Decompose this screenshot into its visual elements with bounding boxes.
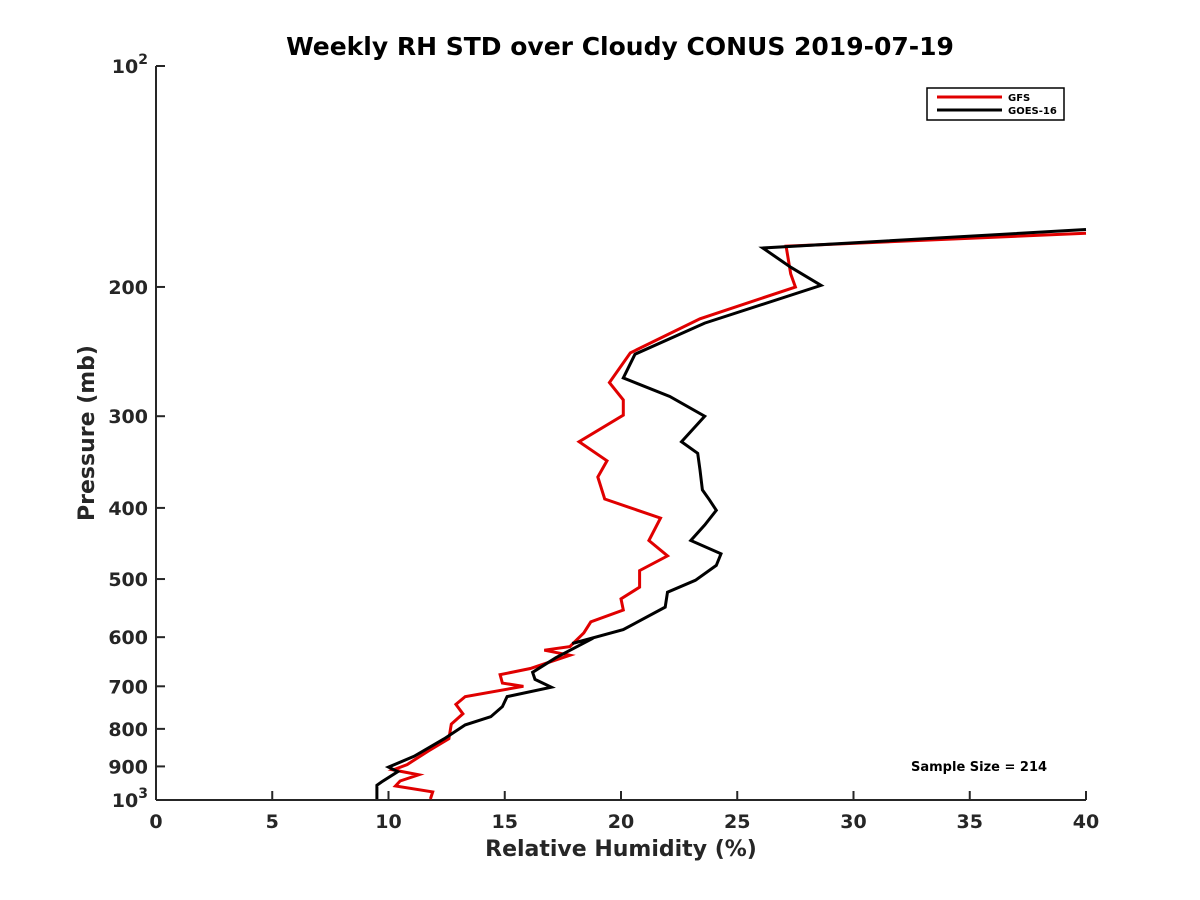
series-line-gfs — [387, 231, 1087, 800]
x-axis-ticks: 0 5 10 15 20 25 30 35 40 — [149, 791, 1099, 833]
x-axis-label: Relative Humidity (%) — [485, 837, 757, 862]
sample-size-annotation: Sample Size = 214 — [911, 760, 1047, 775]
legend-label-gfs: GFS — [1008, 93, 1030, 104]
y-tick-label: 900 — [108, 756, 148, 778]
y-tick-label-base: 10 — [112, 790, 138, 812]
x-tick-label: 0 — [149, 811, 162, 833]
y-tick-label-exponent: 2 — [138, 52, 148, 68]
y-tick-label: 400 — [108, 498, 148, 520]
y-tick-label-base: 700 — [108, 676, 148, 698]
y-tick-label-base: 900 — [108, 756, 148, 778]
y-tick-label: 103 — [112, 786, 148, 812]
x-tick-label: 40 — [1073, 811, 1099, 833]
y-tick-label: 500 — [108, 569, 148, 591]
series-line-goes16 — [375, 228, 1087, 799]
chart-title: Weekly RH STD over Cloudy CONUS 2019-07-… — [286, 32, 954, 61]
x-tick-label: 35 — [957, 811, 983, 833]
y-tick-label: 300 — [108, 406, 148, 428]
y-tick-label-base: 500 — [108, 569, 148, 591]
legend-box — [926, 87, 1065, 121]
y-tick-label-base: 10 — [112, 56, 138, 78]
y-axis-label: Pressure (mb) — [75, 345, 100, 521]
y-tick-label: 102 — [112, 52, 148, 78]
x-tick-label: 30 — [840, 811, 866, 833]
x-tick-label: 10 — [375, 811, 401, 833]
series-group — [375, 228, 1087, 800]
legend-label-goes16: GOES-16 — [1008, 106, 1057, 117]
y-tick-label: 200 — [108, 277, 148, 299]
y-tick-label-base: 300 — [108, 406, 148, 428]
legend: GFS GOES-16 — [926, 87, 1065, 121]
x-tick-label: 15 — [492, 811, 518, 833]
y-tick-label-base: 200 — [108, 277, 148, 299]
y-tick-label: 600 — [108, 627, 148, 649]
x-tick-label: 25 — [724, 811, 750, 833]
y-tick-label-base: 800 — [108, 719, 148, 741]
x-tick-label: 20 — [608, 811, 634, 833]
y-tick-label: 700 — [108, 676, 148, 698]
y-tick-label: 800 — [108, 719, 148, 741]
y-tick-label-base: 400 — [108, 498, 148, 520]
y-tick-label-exponent: 3 — [138, 786, 148, 802]
x-tick-label: 5 — [266, 811, 279, 833]
plot-area — [155, 66, 1086, 801]
y-tick-label-base: 600 — [108, 627, 148, 649]
